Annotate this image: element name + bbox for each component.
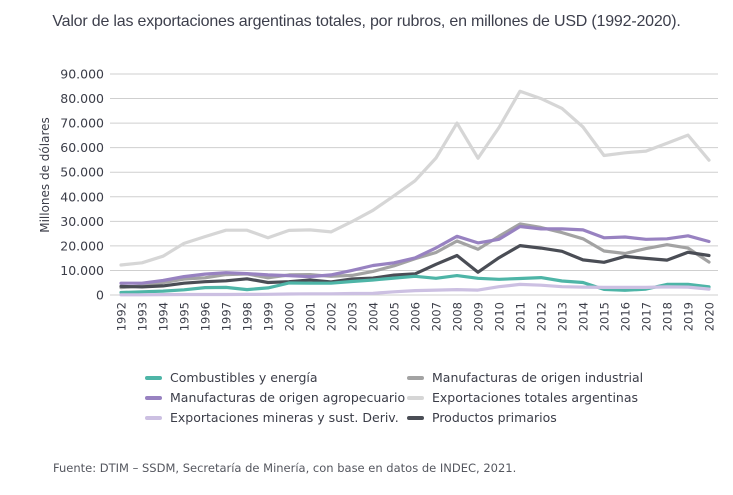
legend-swatch [407,415,424,420]
y-tick-label: 30.000 [60,214,104,229]
x-tick-label: 2016 [619,302,633,331]
legend-label: Manufacturas de origen agropecuario [170,390,406,405]
source-note: Fuente: DTIM – SSDM, Secretaría de Miner… [53,461,517,475]
y-axis-ticks: 0 10.000 20.000 30.000 40.000 50.000 60.000 70.… [60,67,104,303]
x-axis-ticks: 1992 1993 1994 1995 1996 1997 1998 1999 2000 2001… [115,302,717,331]
x-tick-label: 1993 [136,302,150,331]
x-tick-label: 2012 [535,302,549,331]
x-tick-label: 2018 [661,302,675,331]
y-tick-label: 50.000 [60,165,104,180]
series-line-manufacturas-de-origen-industrial [119,222,711,290]
legend-swatch [407,395,424,400]
y-tick-label: 80.000 [60,91,104,106]
legend-swatch [407,375,424,380]
x-tick-label: 2011 [514,302,528,331]
series-line-manufacturas-de-origen-agropecuario [119,224,711,285]
x-tick-label: 2006 [409,302,423,331]
y-tick-label: 60.000 [60,140,104,155]
y-tick-label: 40.000 [60,189,104,204]
x-tick-label: 1995 [178,302,192,331]
x-tick-label: 2005 [388,302,402,331]
x-tick-label: 1994 [157,302,171,331]
x-tick-label: 2003 [346,302,360,331]
line-chart: 0 10.000 20.000 30.000 40.000 50.000 60.000 70.… [38,67,718,331]
x-tick-label: 2019 [682,302,696,331]
chart-title: Valor de las exportaciones argentinas to… [52,13,681,30]
x-tick-label: 2009 [472,302,486,331]
legend-item: Manufacturas de origen agropecuario [145,388,407,407]
series-lines [119,89,711,297]
legend-label: Manufacturas de origen industrial [432,370,644,385]
legend-label: Exportaciones mineras y sust. Deriv. [170,410,399,425]
x-tick-label: 2001 [304,302,318,331]
legend-swatch [145,375,162,380]
series-line-exportaciones-mineras-y-sust-deriv [119,282,711,297]
x-tick-label: 2008 [451,302,465,331]
legend-label: Productos primarios [432,410,557,425]
legend: Combustibles y energía Manufacturas de or… [145,368,665,427]
legend-item: Combustibles y energía [145,368,407,387]
x-tick-label: 1997 [220,302,234,331]
legend-item: Manufacturas de origen industrial [407,368,665,387]
x-tick-label: 2002 [325,302,339,331]
legend-item: Productos primarios [407,408,665,427]
x-tick-label: 1992 [115,302,129,331]
x-tick-label: 1996 [199,302,213,331]
x-tick-label: 2004 [367,302,381,331]
y-tick-label: 20.000 [60,238,104,253]
x-tick-label: 2013 [556,302,570,331]
legend-item: Exportaciones mineras y sust. Deriv. [145,408,407,427]
x-tick-label: 2017 [640,302,654,331]
x-tick-label: 2015 [598,302,612,331]
x-tick-label: 2007 [430,302,444,331]
y-tick-label: 70.000 [60,116,104,131]
y-tick-label: 0 [96,288,104,303]
x-tick-label: 2014 [577,302,591,331]
x-tick-label: 2000 [283,302,297,331]
series-line-exportaciones-totales-argentinas [119,89,711,267]
series-line-productos-primarios [119,244,711,289]
legend-item: Exportaciones totales argentinas [407,388,665,407]
x-tick-label: 2010 [493,302,507,331]
series-line-combustibles-y-energia [119,274,711,295]
y-axis-label: Millones de dólares [38,117,52,233]
y-tick-label: 10.000 [60,263,104,278]
y-tick-label: 90.000 [60,67,104,82]
x-tick-label: 2020 [703,302,717,331]
legend-label: Exportaciones totales argentinas [432,390,639,405]
x-tick-label: 1999 [262,302,276,331]
legend-label: Combustibles y energía [170,370,318,385]
legend-swatch [145,395,162,400]
legend-swatch [145,415,162,420]
x-tick-label: 1998 [241,302,255,331]
gridlines [110,73,718,296]
